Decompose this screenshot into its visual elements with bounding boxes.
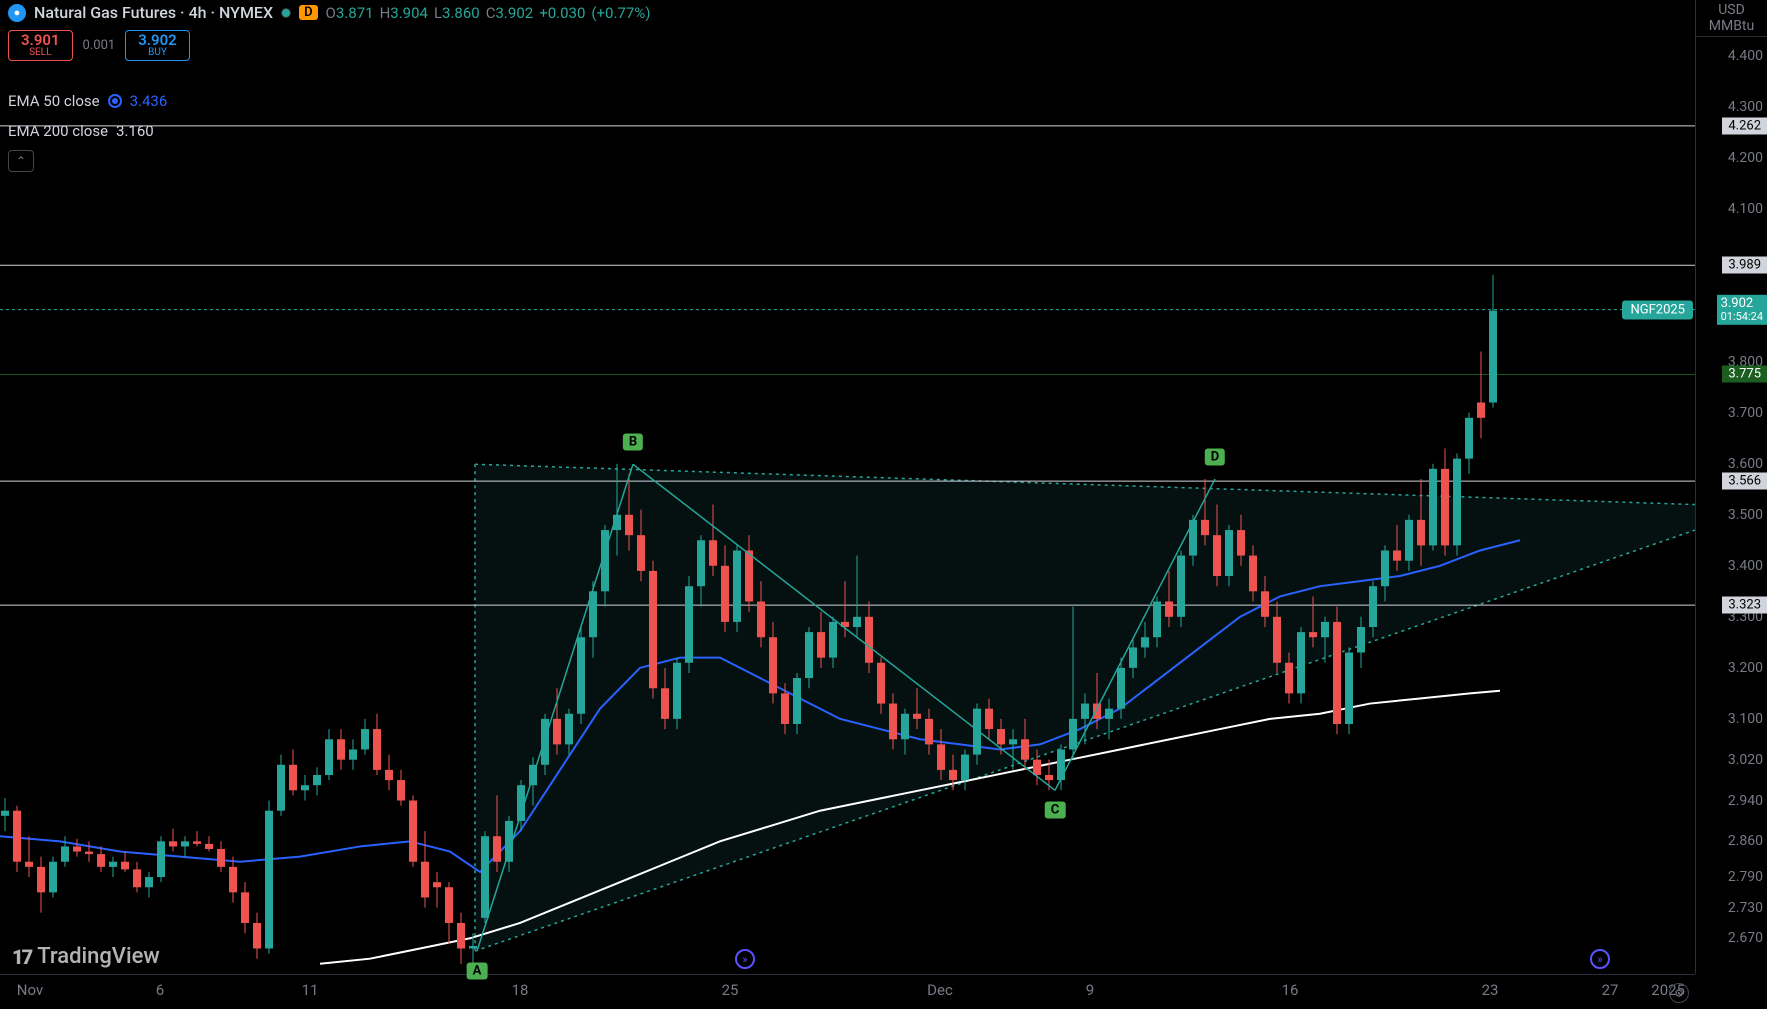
y-tick: 3.400	[1728, 558, 1763, 574]
pattern-point-a[interactable]: A	[467, 963, 488, 980]
y-tick: 2.940	[1728, 793, 1763, 809]
y-tick: 2.860	[1728, 833, 1763, 849]
chart-header: ● Natural Gas Futures · 4h · NYMEX D O3.…	[0, 0, 1767, 25]
refresh-icon	[108, 94, 122, 108]
y-tick: 2.790	[1728, 869, 1763, 885]
x-tick: 23	[1482, 981, 1499, 999]
price-label: 3.566	[1722, 473, 1767, 490]
y-tick: 2.670	[1728, 930, 1763, 946]
price-label: 4.262	[1722, 117, 1767, 134]
price-label: 3.323	[1722, 597, 1767, 614]
settings-icon[interactable]: ⚙	[1669, 983, 1689, 1003]
symbol-icon: ●	[8, 4, 26, 22]
contract-tag: NGF2025	[1622, 300, 1693, 319]
price-label: 3.989	[1722, 257, 1767, 274]
y-tick: 3.600	[1728, 456, 1763, 472]
buy-button[interactable]: 3.902BUY	[125, 30, 190, 61]
x-tick: Dec	[927, 981, 953, 999]
y-tick: 3.200	[1728, 660, 1763, 676]
x-tick: 6	[156, 981, 164, 999]
pattern-point-c[interactable]: C	[1045, 802, 1066, 819]
spread-value: 0.001	[83, 38, 116, 53]
y-tick: 3.700	[1728, 405, 1763, 421]
price-label: 3.775	[1722, 366, 1767, 383]
y-tick: 3.500	[1728, 507, 1763, 523]
chart-svg[interactable]	[0, 0, 1695, 974]
y-tick: 4.200	[1728, 150, 1763, 166]
current-price-label: 3.90201:54:24	[1717, 294, 1767, 324]
indicator-ema50[interactable]: EMA 50 close 3.436	[8, 92, 167, 110]
market-status-dot	[281, 8, 291, 18]
ohlc-readout: O3.871 H3.904 L3.860 C3.902 +0.030 (+0.7…	[326, 4, 651, 22]
x-tick: 27	[1602, 981, 1619, 999]
chart-container: { "header": { "symbol": "Natural Gas Fut…	[0, 0, 1767, 1009]
tradingview-logo: 17TradingView	[12, 944, 160, 969]
contract-roll-icon[interactable]: »	[1590, 949, 1610, 969]
y-tick: 3.020	[1728, 752, 1763, 768]
pattern-point-d[interactable]: D	[1205, 449, 1225, 466]
x-tick: 18	[512, 981, 529, 999]
x-axis[interactable]: 2025 ⚙ Nov6111825Dec9162327	[0, 974, 1695, 1009]
contract-roll-icon[interactable]: »	[735, 949, 755, 969]
indicator-ema200[interactable]: EMA 200 close 3.160	[8, 122, 154, 140]
y-tick: 4.400	[1728, 48, 1763, 64]
x-tick: 16	[1282, 981, 1299, 999]
y-tick: 4.300	[1728, 99, 1763, 115]
x-tick: Nov	[17, 981, 43, 999]
trade-buttons: 3.901SELL 0.001 3.902BUY	[8, 30, 190, 61]
pattern-point-b[interactable]: B	[623, 434, 643, 451]
data-badge: D	[299, 5, 317, 20]
sell-button[interactable]: 3.901SELL	[8, 30, 73, 61]
x-tick: 9	[1086, 981, 1094, 999]
symbol-title[interactable]: Natural Gas Futures · 4h · NYMEX	[34, 3, 273, 22]
x-tick: 25	[722, 981, 739, 999]
collapse-button[interactable]: ⌃	[8, 150, 34, 172]
y-tick: 2.730	[1728, 900, 1763, 916]
x-tick: 11	[302, 981, 319, 999]
y-axis[interactable]: USDMMBtu 4.4004.3004.2004.1003.9893.8003…	[1695, 0, 1767, 974]
y-tick: 4.100	[1728, 201, 1763, 217]
y-tick: 3.100	[1728, 711, 1763, 727]
